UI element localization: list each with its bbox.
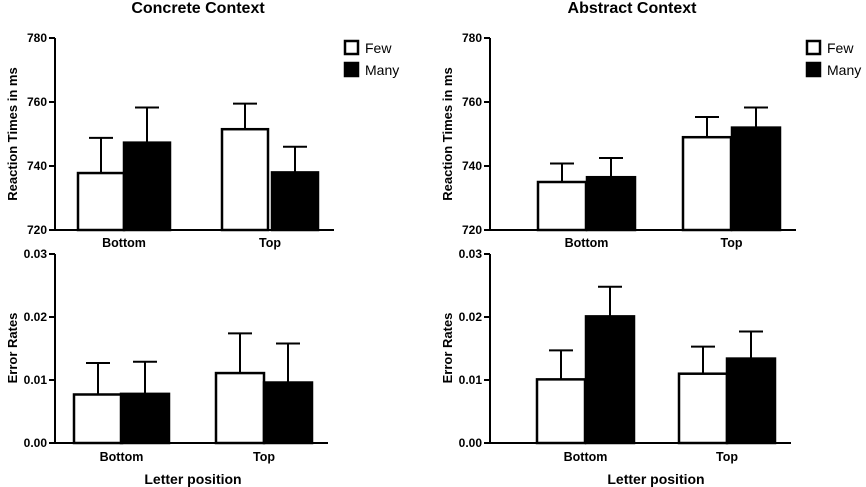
legend-swatch-few [805,39,822,56]
bar-many-bottom [584,315,636,445]
y-tick-label: 0.02 [459,310,483,324]
bar-few-bottom [76,171,126,232]
y-tick-label: 740 [462,159,482,173]
y-axis-label: Error Rates [440,313,455,384]
x-tick-label-top: Top [721,236,743,250]
legend-swatch-many [343,61,360,78]
y-tick-label: 760 [27,95,47,109]
bar-few-bottom [72,393,124,445]
x-tick-label-top: Top [716,450,738,464]
y-axis-label: Reaction Times in ms [440,67,455,200]
bar-few-top [214,371,266,445]
chart-title: Concrete Context [131,0,265,17]
legend: Few Many [805,39,861,78]
bar-many-bottom [119,392,171,445]
y-axis-label: Error Rates [5,313,20,384]
y-tick-label: 760 [462,95,482,109]
chart-title: Abstract Context [568,0,698,17]
y-tick-label: 0.01 [24,373,48,387]
bar-few-bottom [536,180,588,232]
legend-label-few: Few [365,40,392,56]
x-tick-label-bottom: Bottom [565,236,609,250]
bar-many-bottom [585,175,637,232]
x-tick-label-bottom: Bottom [564,450,608,464]
bar-few-top [681,135,733,232]
x-tick-label-top: Top [253,450,275,464]
bar-many-bottom [122,141,172,232]
x-axis-label: Letter position [144,471,241,487]
bar-many-top [725,357,777,445]
y-tick-label: 780 [462,31,482,45]
legend-swatch-few [343,39,360,56]
bar-many-top [262,381,314,445]
x-tick-label-top: Top [259,236,281,250]
legend-label-many: Many [365,62,399,78]
y-tick-label: 0.00 [459,436,483,450]
bar-few-bottom [535,378,587,445]
bar-many-top [730,126,782,232]
y-tick-label: 780 [27,31,47,45]
bar-few-top [677,372,729,445]
y-tick-label: 0.00 [24,436,48,450]
y-tick-label: 0.02 [24,310,48,324]
legend-swatch-many [805,61,822,78]
chart-panel-rt-concrete: Concrete Context Reaction Times in ms 720 7… [5,0,399,250]
bar-many-top [270,171,320,232]
legend: Few Many [343,39,399,78]
y-tick-label: 0.01 [459,373,483,387]
y-tick-label: 0.03 [459,247,483,261]
y-tick-label: 0.03 [24,247,48,261]
legend-label-many: Many [827,62,861,78]
x-tick-label-bottom: Bottom [102,236,146,250]
y-tick-label: 720 [27,223,47,237]
chart-panel-err-abstract: Error Rates 0.00 0.01 0.02 0.03 Bottom Top Lett… [440,247,791,487]
y-tick-label: 720 [462,223,482,237]
x-axis-label: Letter position [607,471,704,487]
chart-panel-err-concrete: Error Rates 0.00 0.01 0.02 0.03 Bottom Top Lett… [5,247,328,487]
x-tick-label-bottom: Bottom [100,450,144,464]
y-axis-label: Reaction Times in ms [5,67,20,200]
legend-label-few: Few [827,40,854,56]
y-tick-label: 740 [27,159,47,173]
chart-panel-rt-abstract: Abstract Context Reaction Times in ms 720 7… [440,0,861,250]
bar-few-top [220,127,270,232]
